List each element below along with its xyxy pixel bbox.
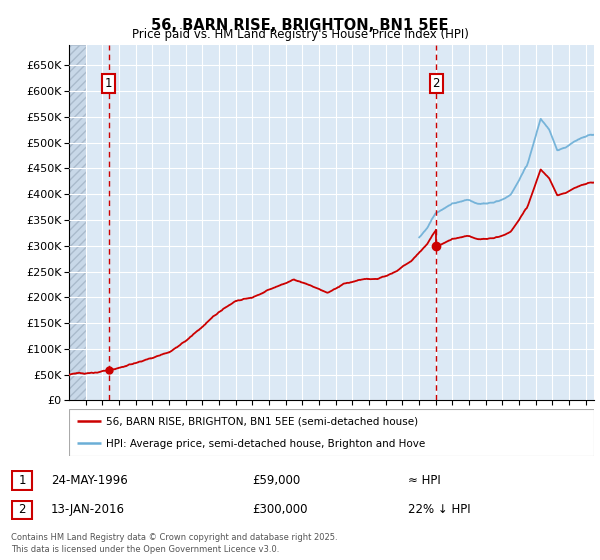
Text: 56, BARN RISE, BRIGHTON, BN1 5EE: 56, BARN RISE, BRIGHTON, BN1 5EE [151,18,449,33]
Text: Price paid vs. HM Land Registry's House Price Index (HPI): Price paid vs. HM Land Registry's House … [131,28,469,41]
Text: £300,000: £300,000 [252,503,308,516]
Text: 24-MAY-1996: 24-MAY-1996 [51,474,128,487]
Text: 13-JAN-2016: 13-JAN-2016 [51,503,125,516]
Text: 2: 2 [433,77,440,90]
Text: 56, BARN RISE, BRIGHTON, BN1 5EE (semi-detached house): 56, BARN RISE, BRIGHTON, BN1 5EE (semi-d… [106,416,418,426]
Bar [69,45,86,400]
Text: £59,000: £59,000 [252,474,300,487]
Text: 2: 2 [19,503,26,516]
Text: ≈ HPI: ≈ HPI [408,474,441,487]
Text: 1: 1 [19,474,26,487]
Text: 22% ↓ HPI: 22% ↓ HPI [408,503,470,516]
Text: 1: 1 [105,77,112,90]
Text: Contains HM Land Registry data © Crown copyright and database right 2025.
This d: Contains HM Land Registry data © Crown c… [11,533,337,554]
Bar [69,45,86,400]
Text: HPI: Average price, semi-detached house, Brighton and Hove: HPI: Average price, semi-detached house,… [106,438,425,449]
